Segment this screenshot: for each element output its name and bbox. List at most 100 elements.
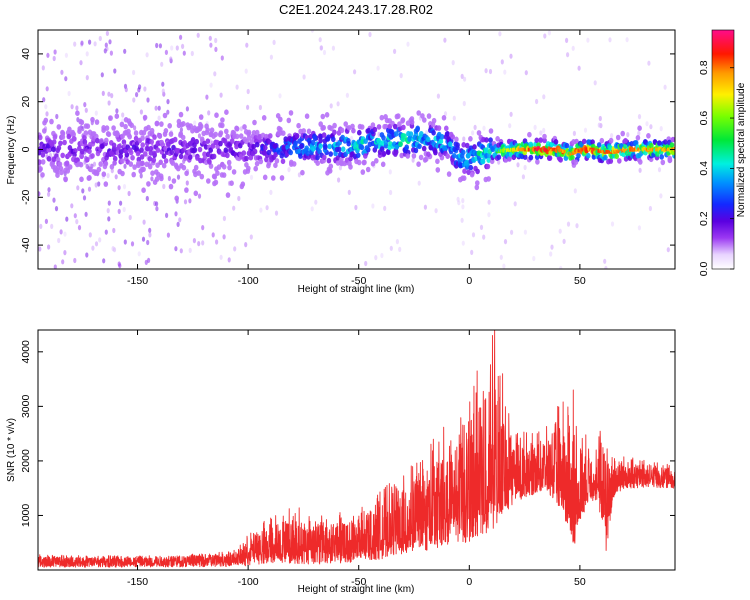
spectrogram-cell <box>227 257 231 263</box>
spectrogram-cell <box>269 189 273 195</box>
spectrogram-cell <box>133 130 139 136</box>
spectrogram-cell <box>98 237 102 243</box>
spectrogram-cell <box>95 137 100 144</box>
spectrogram-cell <box>637 114 642 120</box>
spectrogram-cell <box>109 150 115 157</box>
spectrogram-cell <box>246 165 251 172</box>
spectrogram-cell <box>50 223 54 229</box>
spectrogram-cell <box>300 169 305 176</box>
spectrogram-cell <box>337 177 341 183</box>
spectrogram-cell <box>87 186 92 192</box>
spectrogram-cell <box>196 32 200 38</box>
spectrogram-cell <box>319 45 324 51</box>
spectrogram-cell <box>145 195 149 202</box>
spectrogram-cell <box>312 135 318 141</box>
spectrogram-cell <box>474 184 480 191</box>
spectrogram-cell <box>120 158 125 164</box>
spectrogram-ridge-cell <box>663 147 667 152</box>
spectrogram-cell <box>75 219 79 225</box>
spectrogram-cell <box>151 157 157 163</box>
spectrogram-cell <box>81 126 85 132</box>
spectrogram-cell <box>329 103 333 109</box>
spectrogram-cell <box>553 139 559 145</box>
spectrogram-cell <box>425 136 431 143</box>
spectrogram-cell <box>155 162 160 168</box>
spectrogram-cell <box>435 167 441 173</box>
spectrogram-ridge-cell <box>521 147 525 152</box>
spectrogram-cell <box>61 259 65 265</box>
spectrogram-cell <box>513 201 517 207</box>
spectrogram-cell <box>196 170 201 176</box>
spectrogram-ridge-cell <box>637 147 641 152</box>
spectrogram-cell <box>79 119 85 126</box>
spectrogram-cell <box>214 112 219 118</box>
spectrogram-cell <box>132 164 137 170</box>
spectrogram-cell <box>199 136 205 142</box>
spectrogram-cell <box>221 164 227 170</box>
spectrogram-cell <box>63 176 68 183</box>
spectrogram-cell <box>220 122 225 129</box>
spectrogram-cell <box>625 37 629 43</box>
spectrogram-cell <box>142 114 148 121</box>
spectrogram-cell <box>253 165 258 172</box>
spectrogram-cell <box>99 138 104 144</box>
spectrogram-cell <box>273 162 278 169</box>
spectrogram-cell <box>64 52 68 58</box>
spectrogram-cell <box>436 93 440 99</box>
spectrogram-cell <box>645 121 649 127</box>
spectrogram-cell <box>215 170 220 176</box>
spectrogram-cell <box>67 164 73 170</box>
spectrogram-cell <box>121 112 125 118</box>
spectrogram-cell <box>264 156 269 163</box>
spectrogram-cell <box>328 163 334 170</box>
spectrogram-cell <box>141 187 146 193</box>
spectrogram-cell <box>197 193 202 199</box>
snr-x-tick-label: 0 <box>466 576 472 588</box>
spectrogram-cell <box>94 119 100 125</box>
spectrogram-cell <box>123 123 128 130</box>
spectrogram-cell <box>635 135 641 141</box>
spectrogram-cell <box>38 134 43 141</box>
spectrogram-cell <box>112 160 117 166</box>
spectrogram-cell <box>135 92 139 98</box>
spectrogram-cell <box>338 165 342 171</box>
spectrogram-x-tick-label: -150 <box>127 275 148 287</box>
spectrogram-cell <box>393 48 397 55</box>
spectrogram-cell <box>159 121 164 127</box>
spectrogram-y-tick-label: -40 <box>20 237 32 252</box>
spectrogram-cell <box>45 111 49 117</box>
spectrogram-cell <box>278 93 282 99</box>
spectrogram-cell <box>371 203 375 209</box>
spectrogram-cell <box>213 71 217 77</box>
spectrogram-cell <box>83 130 89 136</box>
spectrogram-ridge-cell <box>667 147 670 152</box>
spectrogram-ridge-cell <box>665 147 668 152</box>
spectrogram-cell <box>670 136 675 143</box>
spectrogram-cell <box>174 195 179 202</box>
spectrogram-cell <box>254 160 260 167</box>
spectrogram-cell <box>157 105 161 111</box>
spectrogram-cell <box>434 208 438 214</box>
spectrogram-cell <box>197 133 202 139</box>
spectrogram-cell <box>244 68 248 74</box>
spectrogram-cell <box>278 126 283 133</box>
spectrogram-marks <box>38 30 675 269</box>
spectrogram-cell <box>637 225 642 231</box>
spectrogram-cell <box>60 152 65 159</box>
spectrogram-cell <box>408 131 414 137</box>
spectrogram-cell <box>322 154 327 161</box>
spectrogram-cell <box>539 130 543 136</box>
spectrogram-cell <box>468 136 473 142</box>
spectrogram-cell <box>90 116 95 123</box>
spectrogram-cell <box>336 146 342 153</box>
spectrogram-cell <box>220 55 224 61</box>
spectrogram-cell <box>343 121 349 127</box>
spectrogram-cell <box>47 191 51 197</box>
spectrogram-cell <box>623 143 628 149</box>
spectrogram-cell <box>163 158 169 164</box>
spectrogram-cell <box>157 115 161 121</box>
spectrogram-cell <box>97 181 101 187</box>
spectrogram-cell <box>225 192 231 198</box>
spectrogram-cell <box>475 168 480 175</box>
spectrogram-cell <box>321 132 327 138</box>
